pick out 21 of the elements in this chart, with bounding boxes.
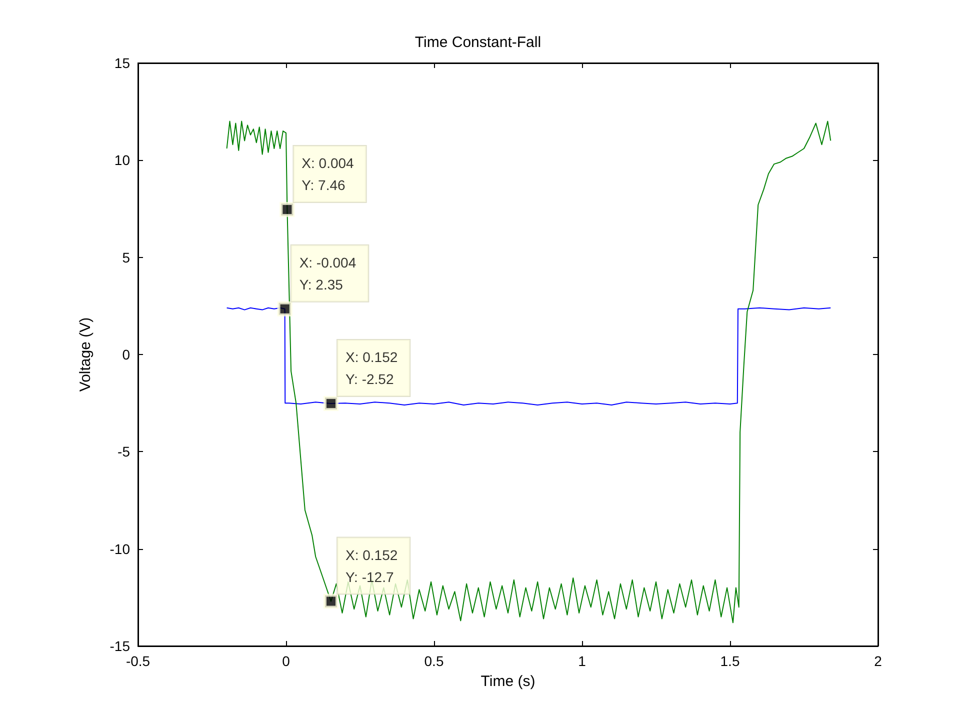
- line-series: [226, 120, 832, 624]
- y-tick-label: 5: [122, 249, 130, 266]
- y-tick-label: -5: [118, 444, 130, 460]
- annotation: X: 0.004 Y: 7.46: [302, 155, 354, 194]
- chart-title: Time Constant-Fall: [414, 34, 542, 51]
- annotation: X: -0.004 Y: 2.35: [299, 254, 356, 292]
- x-tick-label: 1: [578, 653, 586, 669]
- y-tick-label: -15: [110, 638, 130, 654]
- y-tick-label: 0: [122, 346, 130, 362]
- x-axis-title: Time (s): [480, 673, 536, 690]
- x-tick-label: 1.5: [720, 653, 740, 669]
- y-tick-label: 10: [114, 152, 130, 168]
- x-tick-label: -0.5: [126, 653, 150, 669]
- annotation: X: 0.152 Y: -12.7: [345, 546, 398, 585]
- x-tick-label: 0: [282, 653, 290, 669]
- x-tick-label: 2: [874, 653, 882, 669]
- y-tick-label: -10: [110, 540, 130, 557]
- annotation: X: 0.152 Y: -2.52: [345, 348, 398, 387]
- y-tick-label: 15: [114, 55, 130, 71]
- x-tick-label: 0.5: [424, 653, 444, 669]
- y-axis-title: Voltage (V): [77, 317, 94, 392]
